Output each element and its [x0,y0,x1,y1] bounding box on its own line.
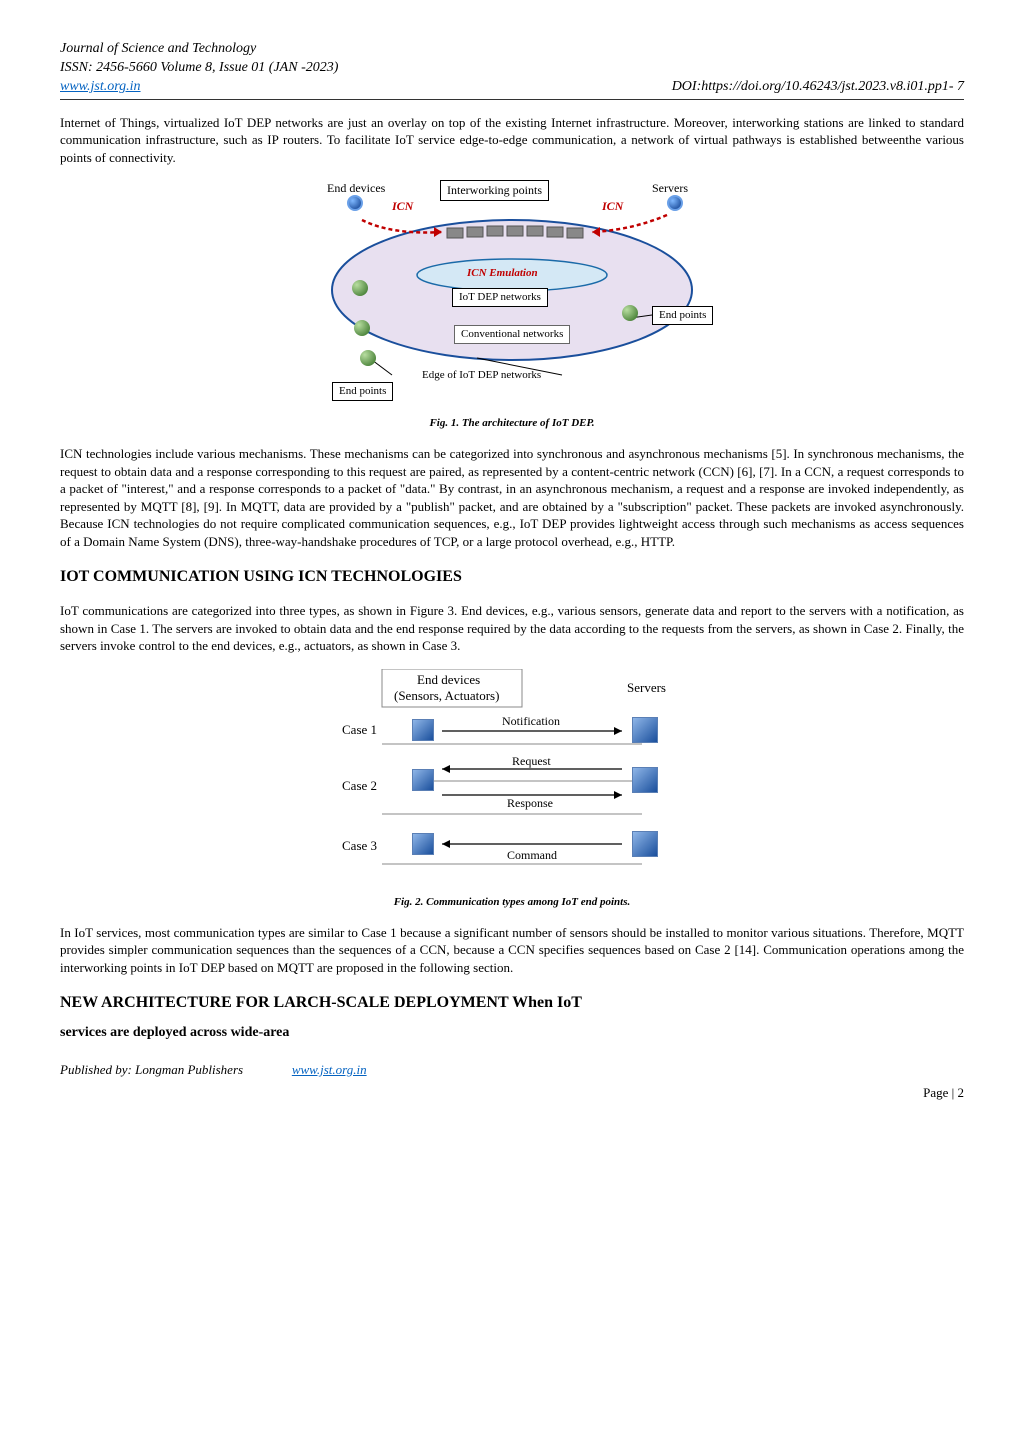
figure-1-diagram: End devices Interworking points Servers … [292,180,732,410]
fig1-iot-dep: IoT DEP networks [452,288,548,307]
issn-line: ISSN: 2456-5660 Volume 8, Issue 01 (JAN … [60,59,964,78]
fig2-sensors: (Sensors, Actuators) [394,687,499,705]
publisher: Published by: Longman Publishers [60,1062,243,1077]
fig2-device-3 [412,833,434,855]
fig1-edge: Edge of IoT DEP networks [422,368,541,383]
site-link[interactable]: www.jst.org.in [60,78,141,97]
section-new-arch: NEW ARCHITECTURE FOR LARCH-SCALE DEPLOYM… [60,992,964,1014]
fig1-servers-label: Servers [652,180,688,196]
fig1-icn-left: ICN [392,198,413,214]
fig1-conventional: Conventional networks [454,325,570,344]
fig2-response: Response [507,795,553,811]
paragraph-iot-services: In IoT services, most communication type… [60,924,964,977]
fig1-end-devices-label: End devices [327,180,385,196]
fig2-end-devices: End devices [417,671,480,689]
journal-title: Journal of Science and Technology [60,40,964,59]
fig1-icn-right: ICN [602,198,623,214]
fig1-icn-emu: ICN Emulation [467,266,538,281]
page-header: Journal of Science and Technology ISSN: … [60,40,964,100]
subsection-services: services are deployed across wide-area [60,1024,964,1043]
fig2-server-1 [632,717,658,743]
footer: Published by: Longman Publishers www.jst… [60,1061,964,1079]
figure-2-caption: Fig. 2. Communication types among IoT en… [60,895,964,910]
fig2-server-3 [632,831,658,857]
fig2-case1: Case 1 [342,721,377,739]
fig2-case3: Case 3 [342,837,377,855]
paragraph-intro: Internet of Things, virtualized IoT DEP … [60,114,964,167]
figure-1-caption: Fig. 1. The architecture of IoT DEP. [60,416,964,431]
fig1-interworking-label: Interworking points [440,180,549,200]
footer-link[interactable]: www.jst.org.in [292,1062,367,1077]
fig1-endpoints-bottom: End points [332,382,393,401]
fig2-server-2 [632,767,658,793]
paragraph-iot-comm: IoT communications are categorized into … [60,602,964,655]
fig2-servers: Servers [627,679,666,697]
fig1-endpoints-right: End points [652,306,713,325]
figure-2: End devices (Sensors, Actuators) Servers… [60,669,964,889]
header-link-line: www.jst.org.in DOI:https://doi.org/10.46… [60,78,964,100]
paragraph-icn: ICN technologies include various mechani… [60,445,964,550]
page-number: Page | 2 [60,1084,964,1102]
fig2-request: Request [512,753,551,769]
fig2-case2: Case 2 [342,777,377,795]
fig2-notification: Notification [502,713,560,729]
section-iot-comm: IOT COMMUNICATION USING ICN TECHNOLOGIES [60,566,964,588]
fig2-command: Command [507,847,557,863]
doi-text: DOI:https://doi.org/10.46243/jst.2023.v8… [672,78,964,97]
fig2-device-2 [412,769,434,791]
fig2-device-1 [412,719,434,741]
figure-2-diagram: End devices (Sensors, Actuators) Servers… [322,669,702,889]
figure-1: End devices Interworking points Servers … [60,180,964,410]
